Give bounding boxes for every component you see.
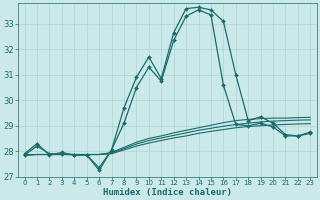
X-axis label: Humidex (Indice chaleur): Humidex (Indice chaleur) bbox=[103, 188, 232, 197]
